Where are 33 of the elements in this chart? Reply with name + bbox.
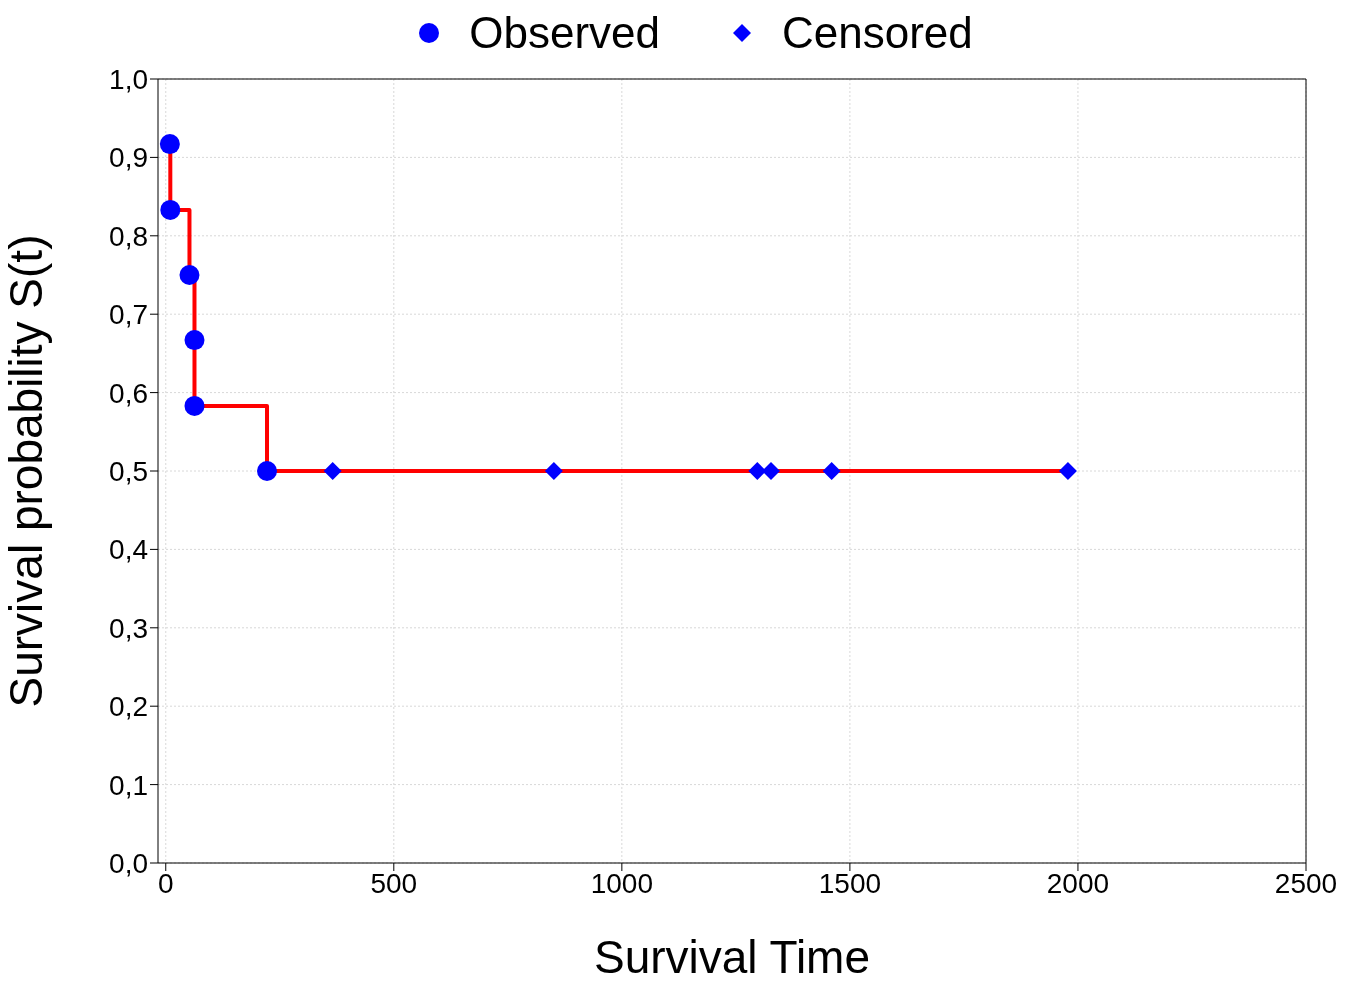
y-tick-label: 0,7	[109, 299, 148, 331]
x-tick-label: 1000	[590, 867, 653, 899]
legend-label: Censored	[781, 8, 973, 58]
point	[184, 330, 205, 351]
y-tick-label: 0,1	[109, 769, 148, 801]
point	[184, 395, 205, 416]
legend-label: Observed	[469, 8, 660, 58]
y-tick-label: 0,5	[109, 455, 148, 487]
y-tick-label: 0,0	[109, 847, 148, 879]
y-axis-title: Survival probability S(t)	[0, 234, 53, 708]
point	[544, 462, 563, 480]
x-tick-label: 500	[370, 867, 418, 899]
y-tick-label: 0,4	[109, 534, 148, 566]
x-tick-label: 1500	[818, 867, 882, 899]
point	[748, 462, 767, 480]
y-tick-label: 0,6	[109, 377, 148, 409]
point	[1058, 462, 1077, 480]
point	[323, 462, 342, 480]
y-tick-label: 0,3	[109, 612, 148, 644]
point	[822, 462, 841, 480]
point	[257, 461, 278, 481]
y-tick-label: 0,9	[109, 142, 148, 174]
x-tick-label: 2000	[1046, 867, 1110, 899]
point	[160, 199, 181, 220]
point	[179, 265, 200, 285]
y-tick-label: 0,8	[109, 220, 148, 252]
point	[762, 462, 780, 480]
x-tick-label: 0	[157, 867, 174, 899]
y-tick-label: 1,0	[109, 63, 148, 95]
y-tick-label: 0,2	[109, 691, 148, 723]
x-tick-label: 2500	[1274, 867, 1338, 899]
x-axis-title: Survival Time	[593, 931, 871, 983]
point	[159, 134, 180, 155]
